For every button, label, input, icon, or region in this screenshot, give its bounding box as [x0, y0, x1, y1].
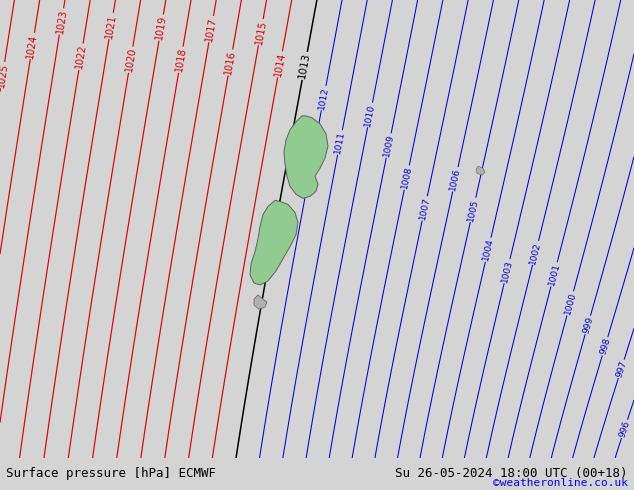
Text: 1009: 1009: [382, 133, 396, 158]
Text: 1020: 1020: [124, 47, 138, 73]
Text: 1014: 1014: [273, 51, 287, 77]
Text: 999: 999: [581, 316, 595, 334]
Text: 1019: 1019: [154, 15, 168, 41]
Text: 1006: 1006: [448, 167, 462, 192]
Text: 998: 998: [598, 337, 612, 356]
Text: 1010: 1010: [363, 103, 377, 127]
Polygon shape: [254, 295, 267, 309]
Text: 1005: 1005: [466, 198, 480, 222]
Polygon shape: [284, 116, 328, 198]
Text: 1018: 1018: [174, 47, 188, 73]
Text: 1017: 1017: [204, 16, 218, 42]
Text: 1002: 1002: [528, 241, 543, 265]
Text: 1023: 1023: [55, 8, 68, 34]
Text: 1004: 1004: [481, 238, 495, 262]
Polygon shape: [250, 200, 298, 285]
Polygon shape: [476, 166, 485, 175]
Text: 1007: 1007: [418, 196, 432, 220]
Text: 997: 997: [614, 359, 628, 378]
Text: 1003: 1003: [500, 259, 514, 283]
Text: Su 26-05-2024 18:00 UTC (00+18): Su 26-05-2024 18:00 UTC (00+18): [395, 467, 628, 480]
Text: 1000: 1000: [563, 291, 578, 316]
Text: 996: 996: [618, 419, 631, 439]
Text: 1022: 1022: [74, 44, 88, 70]
Text: 1012: 1012: [317, 86, 330, 110]
Text: 1016: 1016: [223, 49, 238, 75]
Text: 1001: 1001: [547, 262, 561, 287]
Text: 1011: 1011: [333, 130, 347, 155]
Text: 1013: 1013: [297, 52, 312, 80]
Text: Surface pressure [hPa] ECMWF: Surface pressure [hPa] ECMWF: [6, 467, 216, 480]
Text: ©weatheronline.co.uk: ©weatheronline.co.uk: [493, 478, 628, 489]
Text: 1024: 1024: [25, 33, 39, 59]
Text: 1025: 1025: [0, 62, 10, 88]
Text: 1015: 1015: [254, 19, 268, 45]
Text: 1021: 1021: [104, 13, 118, 39]
Text: 1008: 1008: [400, 165, 413, 190]
